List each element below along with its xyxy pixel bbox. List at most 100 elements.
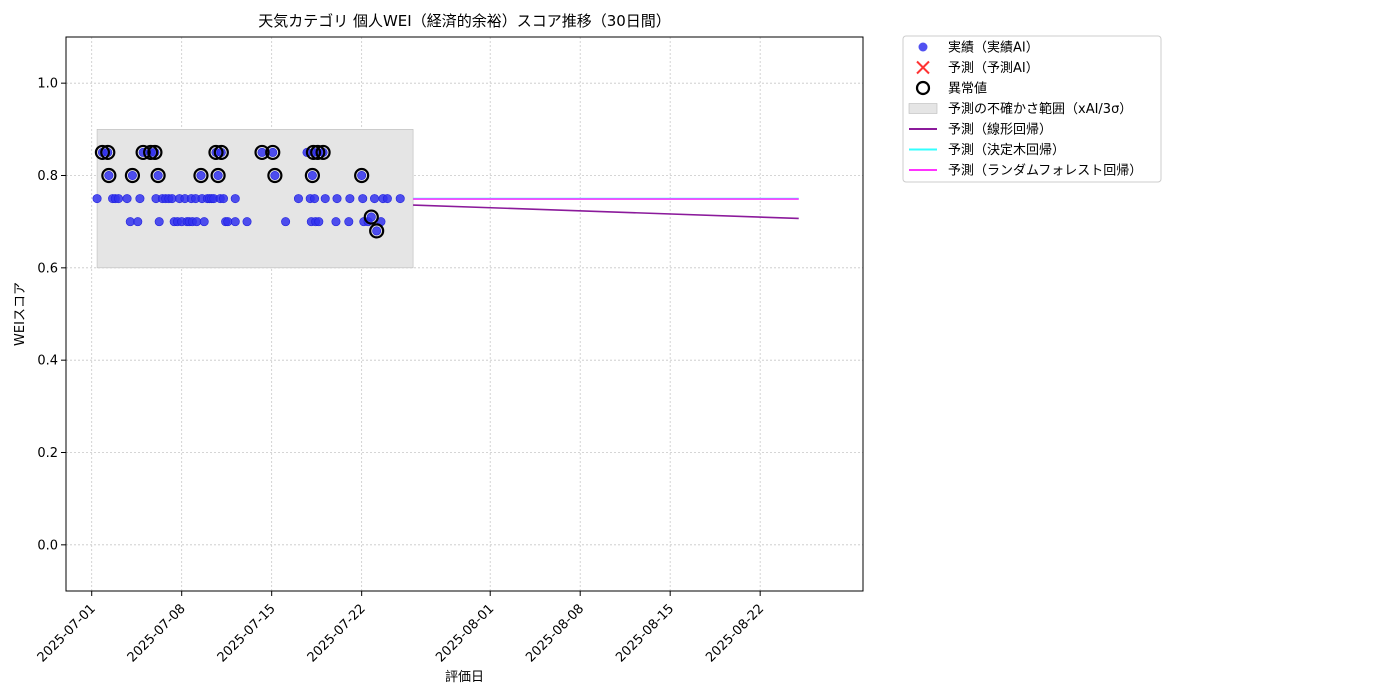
y-tick-label: 0.6 <box>37 261 58 276</box>
legend-label-predicted: 予測（予測AI） <box>948 61 1039 76</box>
x-axis: 2025-07-01 2025-07-08 2025-07-15 2025-07-22… <box>35 591 767 665</box>
actual-point <box>230 217 240 227</box>
actual-point <box>196 171 206 181</box>
outlier-marker <box>354 167 370 184</box>
y-axis: 0.0 0.2 0.4 0.6 0.8 1.0 <box>37 77 66 553</box>
x-tick-label: 2025-08-01 <box>433 601 497 665</box>
outlier-marker <box>210 167 226 184</box>
legend-label-tree: 予測（決定木回帰） <box>948 142 1065 158</box>
actual-point <box>331 217 341 227</box>
legend-label-band: 予測の不確かさ範囲（xAI/3σ） <box>948 101 1132 117</box>
outlier-marker <box>369 223 385 239</box>
actual-point <box>310 194 320 204</box>
actual-point <box>281 217 291 227</box>
actual-point <box>370 194 380 204</box>
actual-point <box>366 212 376 222</box>
actual-point <box>223 217 233 227</box>
outlier-marker <box>254 144 270 161</box>
legend: 実績（実績AI） 予測（予測AI） 異常値 予測の不確かさ範囲（xAI/3σ） … <box>902 35 1162 183</box>
outlier-marker <box>124 167 141 184</box>
legend-marker-predicted <box>916 60 930 75</box>
actual-point <box>314 217 324 227</box>
x-tick-label: 2025-07-01 <box>35 601 99 665</box>
actual-point <box>154 217 164 227</box>
outlier-marker <box>208 144 224 161</box>
actual-point <box>293 194 303 204</box>
actual-point <box>320 194 330 204</box>
actual-point <box>199 217 209 227</box>
actual-point <box>230 194 240 204</box>
actual-point <box>135 194 145 204</box>
y-tick-label: 1.0 <box>37 77 58 92</box>
outlier-marker <box>101 167 117 184</box>
legend-marker-band <box>908 103 938 114</box>
chart-title: 天気カテゴリ 個人WEI（経済的余裕）スコア推移（30日間） <box>258 12 671 30</box>
legend-label-outlier: 異常値 <box>948 81 987 97</box>
y-tick-label: 0.0 <box>37 538 58 553</box>
legend-entry-tree: 予測（決定木回帰） <box>909 142 1065 158</box>
outlier-marker <box>363 209 379 225</box>
outlier-marker <box>315 144 331 161</box>
outlier-marker <box>147 144 163 161</box>
actual-points <box>92 147 405 236</box>
legend-frame <box>902 35 1162 183</box>
actual-point <box>192 217 202 227</box>
legend-entry-outlier: 異常値 <box>915 80 987 97</box>
actual-point <box>257 147 267 157</box>
x-tick-label: 2025-07-22 <box>305 601 369 665</box>
x-tick-label: 2025-08-15 <box>613 601 677 665</box>
actual-point <box>104 171 114 181</box>
actual-point <box>372 226 382 236</box>
outlier-marker <box>193 167 209 184</box>
outlier-marker <box>100 144 116 161</box>
outlier-marker <box>267 167 283 184</box>
outlier-marker <box>265 144 281 161</box>
legend-label-actual: 実績（実績AI） <box>948 40 1039 56</box>
actual-point <box>270 171 280 181</box>
outlier-marker <box>310 144 326 161</box>
legend-entry-linear: 予測（線形回帰） <box>909 122 1052 138</box>
x-tick-label: 2025-07-08 <box>125 601 189 665</box>
legend-entry-predicted: 予測（予測AI） <box>916 60 1039 76</box>
legend-label-forest: 予測（ランダムフォレスト回帰） <box>948 163 1142 179</box>
actual-point <box>213 171 223 181</box>
actual-point <box>242 217 252 227</box>
actual-point <box>344 217 354 227</box>
actual-point <box>395 194 405 204</box>
forecast-line-0 <box>413 204 799 220</box>
actual-point <box>133 217 143 227</box>
x-tick-label: 2025-08-08 <box>523 601 587 665</box>
y-tick-label: 0.8 <box>37 169 58 184</box>
x-tick-label: 2025-07-15 <box>215 601 279 665</box>
actual-point <box>122 194 132 204</box>
x-tick-label: 2025-08-22 <box>703 601 767 665</box>
outlier-marker <box>150 167 166 184</box>
y-tick-label: 0.4 <box>37 354 58 369</box>
x-axis-label: 評価日 <box>445 670 484 685</box>
actual-point <box>382 194 392 204</box>
legend-label-linear: 予測（線形回帰） <box>948 122 1052 138</box>
legend-entry-actual: 実績（実績AI） <box>918 40 1039 56</box>
actual-point <box>218 194 228 204</box>
actual-point <box>332 194 342 204</box>
actual-point <box>167 194 177 204</box>
outlier-marker <box>135 144 151 161</box>
actual-point <box>92 194 102 204</box>
actual-point <box>127 171 137 181</box>
plot-frame <box>65 36 864 592</box>
forecast-lines <box>413 197 799 220</box>
actual-point <box>268 147 278 157</box>
outlier-markers <box>94 144 385 239</box>
actual-point <box>153 171 163 181</box>
outlier-marker <box>143 144 159 161</box>
outlier-marker <box>304 167 320 184</box>
outlier-marker <box>94 144 111 161</box>
outlier-marker <box>213 144 229 161</box>
actual-point <box>357 171 367 181</box>
actual-point <box>358 194 368 204</box>
y-axis-label: WEIスコア <box>13 282 28 346</box>
actual-point <box>307 171 317 181</box>
legend-marker-outlier <box>915 80 931 96</box>
legend-entry-band: 予測の不確かさ範囲（xAI/3σ） <box>908 101 1132 117</box>
